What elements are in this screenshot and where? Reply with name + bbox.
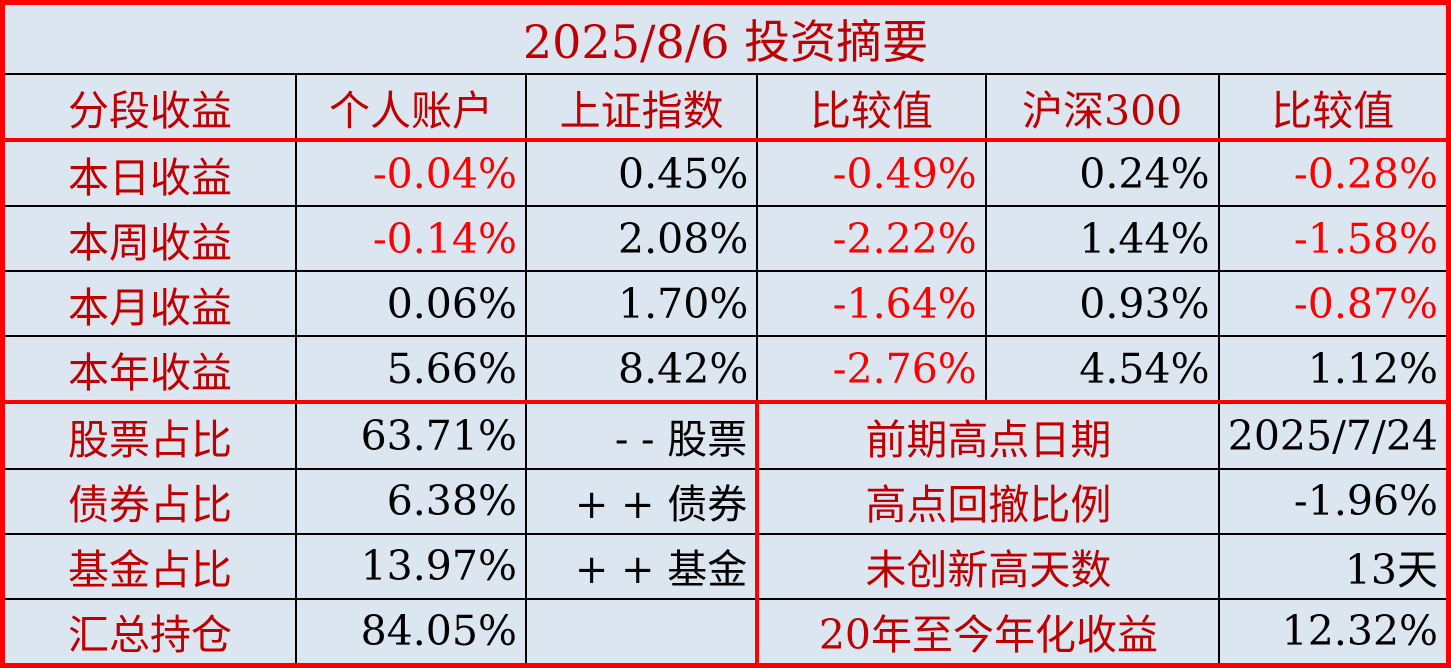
row-label: 股票占比	[1, 401, 298, 470]
table-title: 2025/8/6 投资摘要	[1, 1, 1450, 75]
value-cell: -0.87%	[1217, 270, 1450, 338]
header-row: 分段收益 个人账户 上证指数 比较值 沪深300 比较值	[1, 73, 1450, 142]
value-cell: 5.66%	[295, 335, 527, 405]
value-cell: 1.12%	[1217, 335, 1450, 405]
value-cell: 4.54%	[984, 335, 1220, 405]
value-cell: 0.06%	[295, 270, 527, 338]
value-cell: -0.28%	[1217, 138, 1450, 208]
value-cell: -0.14%	[295, 205, 527, 273]
value-cell: -2.22%	[756, 205, 987, 273]
value-cell: 1.44%	[984, 205, 1220, 273]
value-cell: 13.97%	[295, 532, 527, 600]
value-cell: -1.64%	[756, 270, 987, 338]
portfolio-row-total: 汇总持仓 84.05% 20年至今年化收益 12.32%	[1, 597, 1450, 667]
value-cell: 8.42%	[524, 335, 759, 405]
stat-value: 13天	[1217, 532, 1450, 600]
header-personal-account: 个人账户	[295, 73, 527, 142]
header-compare-csi300: 比较值	[1217, 73, 1450, 142]
value-cell: 0.93%	[984, 270, 1220, 338]
title-row: 2025/8/6 投资摘要	[1, 1, 1450, 75]
row-label: 本日收益	[1, 138, 298, 208]
value-cell: 1.70%	[524, 270, 759, 338]
stat-label: 未创新高天数	[755, 532, 1220, 600]
stat-value: -1.96%	[1217, 467, 1450, 535]
action-tag: + + 债券	[524, 467, 759, 535]
portfolio-row-funds: 基金占比 13.97% + + 基金 未创新高天数 13天	[1, 532, 1450, 600]
value-cell: 6.38%	[295, 467, 527, 535]
row-label: 本月收益	[1, 270, 298, 338]
action-tag	[524, 597, 759, 667]
portfolio-row-stocks: 股票占比 63.71% - - 股票 前期高点日期 2025/7/24	[1, 401, 1450, 470]
action-tag: + + 基金	[524, 532, 759, 600]
header-csi300: 沪深300	[984, 73, 1220, 142]
value-cell: -1.58%	[1217, 205, 1450, 273]
value-cell: -0.49%	[756, 138, 987, 208]
value-cell: 0.24%	[984, 138, 1220, 208]
value-cell: 84.05%	[295, 597, 527, 667]
row-label: 本周收益	[1, 205, 298, 273]
stat-label: 20年至今年化收益	[755, 597, 1220, 667]
stat-value: 2025/7/24	[1217, 401, 1450, 470]
stat-label: 高点回撤比例	[755, 467, 1220, 535]
row-label: 汇总持仓	[1, 597, 298, 667]
header-sse-index: 上证指数	[524, 73, 759, 142]
value-cell: 0.45%	[524, 138, 759, 208]
value-cell: 63.71%	[295, 401, 527, 470]
value-cell: 2.08%	[524, 205, 759, 273]
action-tag: - - 股票	[524, 401, 759, 470]
returns-row-week: 本周收益 -0.14% 2.08% -2.22% 1.44% -1.58%	[1, 205, 1450, 273]
stat-value: 12.32%	[1217, 597, 1450, 667]
returns-row-today: 本日收益 -0.04% 0.45% -0.49% 0.24% -0.28%	[1, 138, 1450, 208]
returns-row-year: 本年收益 5.66% 8.42% -2.76% 4.54% 1.12%	[1, 335, 1450, 405]
portfolio-row-bonds: 债券占比 6.38% + + 债券 高点回撤比例 -1.96%	[1, 467, 1450, 535]
row-label: 本年收益	[1, 335, 298, 405]
value-cell: -0.04%	[295, 138, 527, 208]
row-label: 债券占比	[1, 467, 298, 535]
stat-label: 前期高点日期	[755, 401, 1220, 470]
header-segment-returns: 分段收益	[1, 73, 298, 142]
header-compare-sse: 比较值	[756, 73, 987, 142]
row-label: 基金占比	[1, 532, 298, 600]
value-cell: -2.76%	[756, 335, 987, 405]
returns-row-month: 本月收益 0.06% 1.70% -1.64% 0.93% -0.87%	[1, 270, 1450, 338]
